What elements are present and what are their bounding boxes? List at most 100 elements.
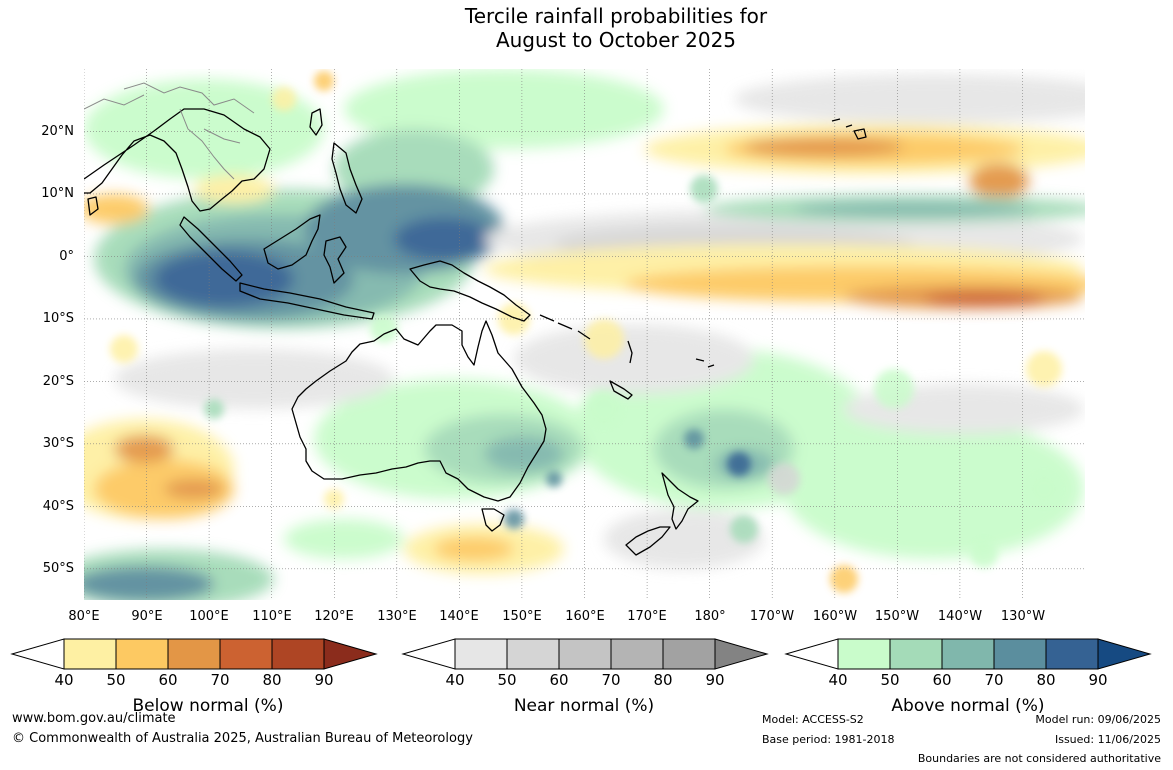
lat-label-0: 0° <box>59 249 74 264</box>
colorbar-below-lower-extend <box>10 638 65 670</box>
colorbar-below-title: Below normal (%) <box>132 696 284 716</box>
colorbar-below-tick-70: 70 <box>210 671 230 689</box>
colorbar-below <box>10 638 378 670</box>
colorbar-above-tick-70: 70 <box>984 671 1004 689</box>
coast-borneo <box>263 214 321 270</box>
lon-label-160e: 160°E <box>565 609 605 624</box>
colorbar-near-tick-40: 40 <box>445 671 465 689</box>
lon-label-90e: 90°E <box>131 609 163 624</box>
colorbar-below-bin-60 <box>167 638 221 670</box>
coast-nz-south <box>625 526 671 556</box>
lon-label-140w: 140°W <box>937 609 983 624</box>
colorbar-above-tick-80: 80 <box>1036 671 1056 689</box>
coast-solomon <box>539 314 591 340</box>
coast-tasmania <box>481 508 505 532</box>
lon-label-160w: 160°W <box>812 609 858 624</box>
coast-se-asia <box>84 108 271 212</box>
lon-label-180: 180° <box>694 609 726 624</box>
colorbar-below-tick-90: 90 <box>314 671 334 689</box>
colorbar-below-bin-70 <box>219 638 273 670</box>
colorbar-below-bin-40 <box>63 638 117 670</box>
coast-sulawesi <box>323 236 347 284</box>
coast-new-caledonia <box>609 380 633 400</box>
colorbar-below-bin-80 <box>271 638 325 670</box>
colorbar-below-bin-50 <box>115 638 169 670</box>
colorbar-near-tick-90: 90 <box>705 671 725 689</box>
lat-label-10s: 10°S <box>42 311 74 326</box>
title-line-2: August to October 2025 <box>495 28 737 52</box>
colorbar-above-upper-extend <box>1097 638 1152 670</box>
map-title: Tercile rainfall probabilities for Augus… <box>0 4 1173 52</box>
colorbar-near-bin-50 <box>506 638 560 670</box>
graticule <box>84 69 1085 600</box>
colorbar-above-tick-60: 60 <box>932 671 952 689</box>
colorbar-near-tick-50: 50 <box>497 671 517 689</box>
lon-label-100e: 100°E <box>189 609 229 624</box>
colorbar-above-tick-90: 90 <box>1088 671 1108 689</box>
coast-sumatra <box>179 216 243 282</box>
coastlines <box>84 108 867 556</box>
probability-field <box>84 69 1085 600</box>
colorbar-above-title: Above normal (%) <box>891 696 1045 716</box>
colorbar-below-tick-40: 40 <box>54 671 74 689</box>
lon-label-150e: 150°E <box>502 609 542 624</box>
colorbar-above-tick-50: 50 <box>880 671 900 689</box>
coast-philippines <box>331 142 363 214</box>
footer-copyright: © Commonwealth of Australia 2025, Austra… <box>12 731 473 746</box>
lon-label-120e: 120°E <box>314 609 354 624</box>
colorbar-near-bin-70 <box>610 638 664 670</box>
colorbar-near-tick-70: 70 <box>601 671 621 689</box>
colorbar-above-bin-60 <box>941 638 995 670</box>
colorbar-above <box>784 638 1152 670</box>
colorbar-below-tick-50: 50 <box>106 671 126 689</box>
colorbar-near-bin-60 <box>558 638 612 670</box>
title-line-1: Tercile rainfall probabilities for <box>464 4 768 28</box>
colorbar-above-bin-50 <box>889 638 943 670</box>
colorbar-near-lower-extend <box>401 638 456 670</box>
colorbar-below-upper-extend <box>323 638 378 670</box>
footer-issued: Issued: 11/06/2025 <box>1054 733 1161 746</box>
colorbar-below-tick-60: 60 <box>158 671 178 689</box>
coast-new-guinea <box>409 260 531 322</box>
lon-label-170e: 170°E <box>627 609 667 624</box>
colorbar-near <box>401 638 769 670</box>
colorbar-near-tick-80: 80 <box>653 671 673 689</box>
colorbar-near-bin-80 <box>662 638 716 670</box>
lon-label-110e: 110°E <box>252 609 292 624</box>
colorbar-below-tick-80: 80 <box>262 671 282 689</box>
coast-australia <box>291 320 547 502</box>
lat-label-30s: 30°S <box>42 436 74 451</box>
colorbar-above-bin-80 <box>1045 638 1099 670</box>
rainfall-probability-map <box>84 69 1085 600</box>
lon-label-80e: 80°E <box>68 609 100 624</box>
coast-fiji <box>695 358 715 368</box>
lon-label-150w: 150°W <box>874 609 920 624</box>
lon-label-140e: 140°E <box>439 609 479 624</box>
lon-label-130e: 130°E <box>377 609 417 624</box>
coast-sri-lanka <box>87 196 99 216</box>
colorbar-near-bin-40 <box>454 638 508 670</box>
coast-java <box>239 282 375 320</box>
colorbar-above-bin-40 <box>837 638 891 670</box>
colorbar-near-tick-60: 60 <box>549 671 569 689</box>
lon-label-170w: 170°W <box>749 609 795 624</box>
coast-taiwan <box>309 108 323 136</box>
footer-base-period: Base period: 1981-2018 <box>762 733 895 746</box>
coast-nz-north <box>661 472 699 530</box>
colorbar-above-tick-40: 40 <box>828 671 848 689</box>
lat-label-10n: 10°N <box>41 186 74 201</box>
lat-label-20n: 20°N <box>41 124 74 139</box>
lat-label-20s: 20°S <box>42 374 74 389</box>
lat-label-40s: 40°S <box>42 499 74 514</box>
colorbar-above-lower-extend <box>784 638 839 670</box>
footer-model-run: Model run: 09/06/2025 <box>1035 713 1161 726</box>
footer-model: Model: ACCESS-S2 <box>762 713 864 726</box>
coast-vanuatu <box>627 340 633 364</box>
colorbar-near-upper-extend <box>714 638 769 670</box>
footer-website: www.bom.gov.au/climate <box>12 711 176 726</box>
footer-boundaries-note: Boundaries are not considered authoritat… <box>917 752 1161 765</box>
lon-label-130w: 130°W <box>1000 609 1046 624</box>
lat-label-50s: 50°S <box>42 561 74 576</box>
country-borders <box>84 82 255 180</box>
colorbar-above-bin-70 <box>993 638 1047 670</box>
